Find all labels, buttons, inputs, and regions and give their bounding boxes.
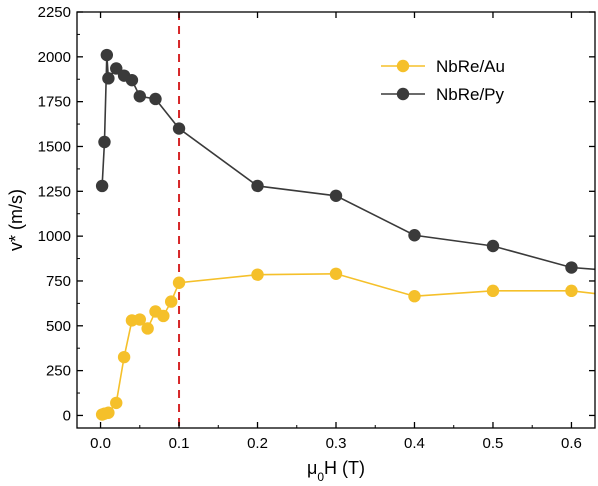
legend-label-nbre-au: NbRe/Au — [436, 57, 505, 76]
y-tick-label: 2000 — [38, 49, 71, 66]
plot-area — [95, 12, 595, 428]
series-line-nbre-py — [101, 54, 595, 271]
data-point-nbre-py — [125, 73, 139, 87]
legend: NbRe/Au NbRe/Py — [381, 57, 505, 104]
y-axis-title: v* (m/s) — [6, 189, 26, 251]
x-axis-title-rest: H (T) — [324, 458, 365, 478]
data-point-nbre-au — [172, 276, 186, 289]
legend-marker-nbre-py — [396, 87, 410, 101]
x-tick-label: 0.2 — [247, 435, 268, 452]
data-point-nbre-py — [329, 189, 343, 202]
data-point-nbre-au — [141, 322, 154, 335]
series-line-nbre-au — [101, 272, 595, 416]
y-tick-label: 1250 — [38, 183, 71, 200]
data-point-nbre-au — [251, 268, 264, 281]
y-tick-label: 500 — [46, 318, 71, 335]
data-point-nbre-py — [102, 72, 115, 85]
data-point-nbre-py — [251, 179, 264, 193]
x-tick-label: 0.3 — [326, 435, 347, 452]
data-point-nbre-py — [100, 48, 114, 62]
y-tick-label: 250 — [46, 363, 71, 380]
data-point-nbre-py — [133, 90, 146, 103]
y-tick-label: 1000 — [38, 228, 71, 245]
data-point-nbre-au — [329, 267, 343, 280]
data-point-nbre-py — [486, 239, 500, 253]
axes-frame — [76, 11, 596, 429]
data-point-nbre-py — [110, 62, 123, 75]
data-point-nbre-au — [565, 284, 578, 298]
legend-marker-nbre-au — [396, 59, 410, 73]
data-point-nbre-au — [408, 290, 421, 303]
data-point-nbre-au — [164, 295, 178, 308]
x-tick-label: 0.1 — [169, 435, 190, 452]
data-point-nbre-au — [102, 406, 115, 419]
data-point-nbre-py — [95, 179, 109, 193]
data-point-nbre-py — [149, 92, 162, 106]
data-point-nbre-au — [110, 396, 123, 410]
y-tick-label: 0 — [63, 407, 71, 424]
y-tick-label: 2250 — [38, 4, 71, 21]
data-point-nbre-py — [172, 122, 186, 135]
x-tick-label: 0.0 — [90, 435, 111, 452]
x-axis-title-main: μ — [307, 458, 317, 478]
y-tick-label: 1750 — [38, 94, 71, 111]
data-point-nbre-py — [565, 261, 578, 274]
data-point-nbre-au — [133, 313, 146, 326]
y-tick-label: 1500 — [38, 138, 71, 155]
x-tick-label: 0.6 — [561, 435, 582, 452]
x-axis-title: μ0H (T) — [307, 458, 365, 484]
x-axis-title-sub: 0 — [317, 470, 324, 484]
x-tick-label: 0.4 — [404, 435, 425, 452]
data-point-nbre-au — [157, 309, 170, 323]
data-point-nbre-py — [408, 229, 421, 242]
data-point-nbre-au — [486, 284, 500, 298]
y-tick-label: 750 — [46, 273, 71, 290]
data-point-nbre-py — [98, 135, 111, 149]
axes: 0.0 0.1 0.2 0.3 0.4 0.5 0.6 0 250 500 750 1000 1250 1… — [38, 4, 596, 452]
legend-label-nbre-py: NbRe/Py — [436, 85, 505, 104]
data-point-nbre-au — [117, 350, 131, 364]
x-tick-label: 0.5 — [483, 435, 504, 452]
